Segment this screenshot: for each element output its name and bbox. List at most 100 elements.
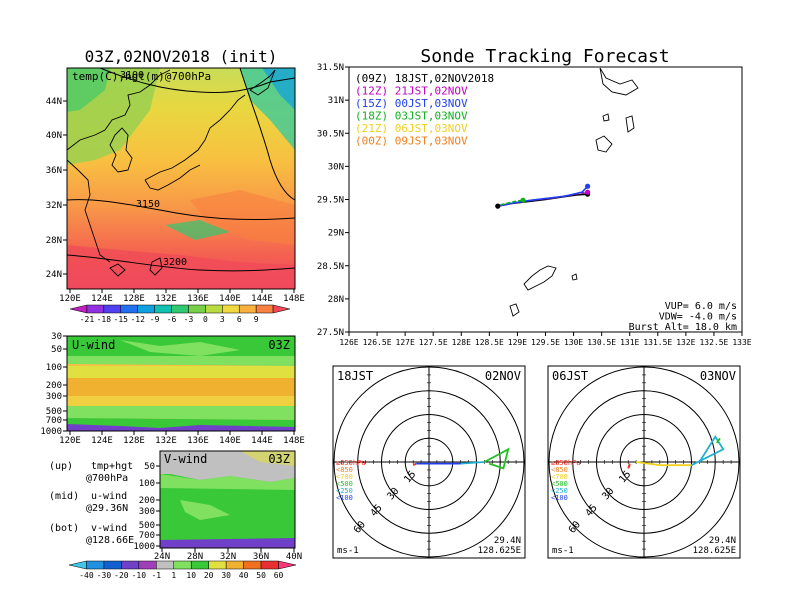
temp-colorbar-cell <box>238 304 257 314</box>
v-wind-section: V-wind 03Z <box>159 450 296 549</box>
wind-colorbar-label: 50 <box>256 571 266 580</box>
contour-label-3100: 3100 <box>120 70 144 81</box>
u-wind-lon-tick-label: 128E <box>123 436 145 446</box>
v-wind-lat-tick-label: 32N <box>220 552 236 562</box>
track-lon-tick-label: 130.5E <box>587 338 616 347</box>
track-lat-tick-label: 27.5N <box>317 328 344 338</box>
map-lat-tick-label: 36N <box>46 166 62 176</box>
right-title: Sonde Tracking Forecast <box>420 46 669 67</box>
temp-colorbar-label: -12 <box>130 315 145 324</box>
map-lat-tick-label: 32N <box>46 201 62 211</box>
wind-colorbar-cell <box>190 560 209 570</box>
u-wind-lon-tick-label: 144E <box>251 436 273 446</box>
u-wind-lon-tick-label: 140E <box>219 436 241 446</box>
wind-colorbar-cell <box>68 560 87 570</box>
hodograph-trace <box>412 462 417 466</box>
u-wind-p-tick-label: 500 <box>46 407 62 417</box>
temp-colorbar-cell <box>255 304 274 314</box>
wind-colorbar-cell <box>278 560 297 570</box>
track-legend-entry: (09Z) 18JST,02NOV2018 <box>355 72 494 85</box>
temp-colorbar-cell <box>120 304 138 314</box>
u-wind-p-tick-label: 200 <box>46 381 62 391</box>
track-lon-tick-label: 132.5E <box>699 338 728 347</box>
map-lat-tick-label: 28N <box>46 236 62 246</box>
hodograph-legend-entry: <250 <box>551 487 568 495</box>
map-lon-tick-label: 124E <box>91 294 113 304</box>
track-lat-tick-label: 30N <box>328 162 344 172</box>
u-wind-lon-tick-label: 120E <box>59 436 81 446</box>
temp-colorbar-cell <box>222 304 240 314</box>
wind-colorbar-label: -20 <box>114 571 129 580</box>
temp-colorbar-label: -9 <box>150 315 160 324</box>
hodograph-date-label: 02NOV <box>485 369 521 383</box>
wind-colorbar-cell <box>173 560 192 570</box>
hodograph-legend-entry: <100 <box>551 494 568 502</box>
track-lon-tick-label: 129E <box>508 338 527 347</box>
left-title: 03Z,02NOV2018 (init) <box>85 47 278 66</box>
hodograph-legend-entry: <500 <box>336 480 353 488</box>
track-end-point <box>585 183 591 189</box>
track-start-point <box>495 203 501 209</box>
map-field-label: temp(C),hgt(m)@700hPa <box>72 70 211 83</box>
hodograph-trace <box>691 435 725 467</box>
track-legend: (09Z) 18JST,02NOV2018(12Z) 21JST,02NOV(1… <box>355 72 494 148</box>
temp-colorbar-label: -3 <box>184 315 194 324</box>
hodograph-legend-entry: <700 <box>336 473 353 481</box>
u-wind-time: 03Z <box>268 338 290 352</box>
contour-label-3200: 3200 <box>163 257 187 268</box>
track-lines <box>495 183 591 209</box>
track-line <box>500 199 524 206</box>
temp-colorbar-cell <box>272 304 291 314</box>
hodograph-legend-entry: ≥850hPa <box>551 459 581 467</box>
temp-colorbar-label: 6 <box>237 315 242 324</box>
temp-colorbar-label: -6 <box>167 315 177 324</box>
map-lat-ticks: 44N 40N 36N 32N 28N 24N <box>46 97 67 280</box>
track-param: VDW= -4.0 m/s <box>659 312 737 323</box>
track-lat-tick-label: 31N <box>328 96 344 106</box>
v-wind-lat-tick-label: 24N <box>154 552 170 562</box>
hodograph-legend-entry: <700 <box>551 473 568 481</box>
u-wind-lon-ticks: 120E 124E 128E 132E 136E 140E 144E 148E <box>59 431 305 446</box>
temperature-colorbar: -21 -18 -15 -12 -9 -6 -3 0 3 6 9 <box>69 304 291 324</box>
track-lon-tick-label: 127E <box>396 338 415 347</box>
temp-colorbar-cell <box>205 304 223 314</box>
track-lat-tick-label: 31.5N <box>317 63 344 73</box>
hodograph-legend-entry: <250 <box>336 487 353 495</box>
u-wind-p-tick-label: 1000 <box>40 427 62 437</box>
temp-colorbar-label: 9 <box>254 315 259 324</box>
track-lat-tick-label: 28N <box>328 295 344 305</box>
temp-colorbar-label: 3 <box>220 315 225 324</box>
u-wind-label: U-wind <box>72 338 115 352</box>
v-wind-time: 03Z <box>268 452 290 466</box>
map-lon-tick-label: 136E <box>187 294 209 304</box>
note-key: (up) <box>49 461 73 472</box>
temp-colorbar-cell <box>137 304 155 314</box>
track-legend-entry: (00Z) 09JST,03NOV <box>355 135 468 148</box>
u-wind-lon-tick-label: 124E <box>91 436 113 446</box>
wind-colorbar-cell <box>156 560 175 570</box>
track-lon-tick-label: 132E <box>676 338 695 347</box>
v-wind-p-tick-label: 50 <box>144 462 155 472</box>
track-lon-tick-label: 131.5E <box>643 338 672 347</box>
temp-colorbar-label: -18 <box>97 315 112 324</box>
wind-colorbar-cell <box>260 560 279 570</box>
track-lat-ticks: 31.5N 31N 30.5N 30N 29.5N 29N 28.5N 28N 27.5N <box>317 63 349 338</box>
wind-colorbar-cell <box>86 560 105 570</box>
temp-colorbar-label: -21 <box>80 315 95 324</box>
temp-colorbar-cell <box>188 304 206 314</box>
v-wind-lat-ticks: 24N 28N 32N 36N 40N <box>154 548 302 562</box>
track-lon-tick-label: 128E <box>452 338 471 347</box>
hodograph-legend-entry: ≥850hPa <box>336 459 366 467</box>
temp-colorbar-cell <box>69 304 88 314</box>
temp-colorbar-cell <box>171 304 189 314</box>
wind-colorbar-label: 40 <box>239 571 249 580</box>
note-key: (mid) <box>49 491 79 502</box>
hodograph-trace <box>635 461 692 467</box>
track-legend-entry: (18Z) 03JST,03NOV <box>355 110 468 123</box>
note-value: tmp+hgt <box>91 461 133 472</box>
wind-colorbar-cell <box>243 560 262 570</box>
